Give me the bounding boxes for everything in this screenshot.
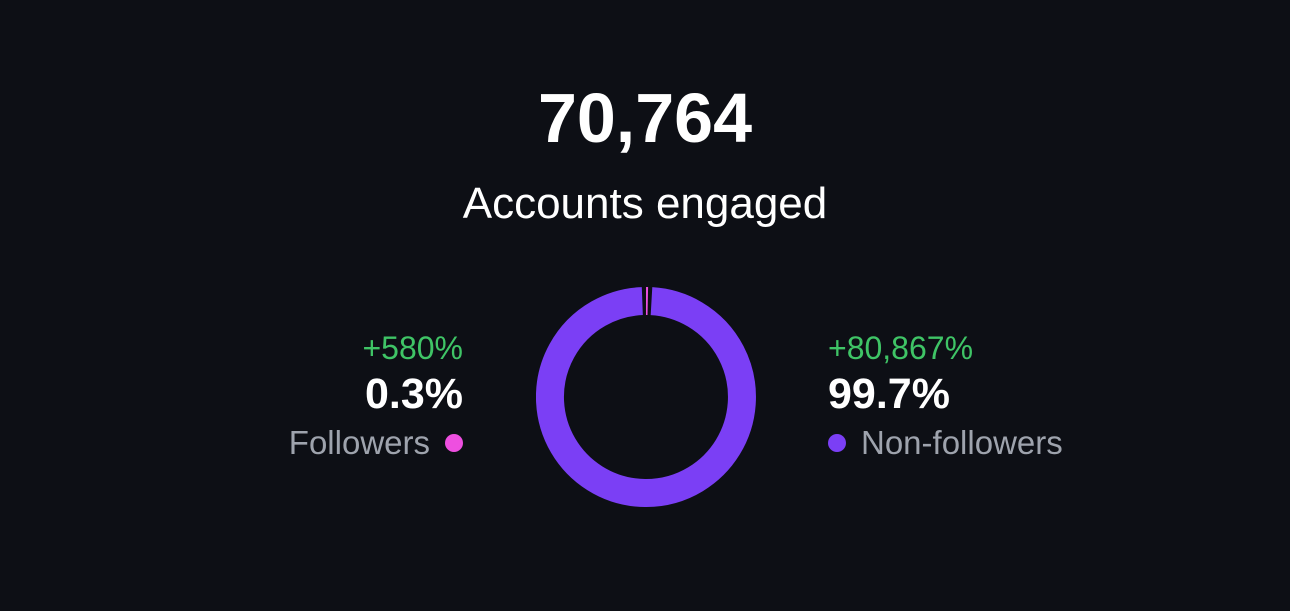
non-followers-percent: 99.7% — [828, 370, 950, 418]
accounts-engaged-label: Accounts engaged — [462, 179, 828, 228]
followers-change: +580% — [362, 330, 463, 366]
non-followers-stat: +80,867% 99.7% Non-followers — [828, 328, 1188, 464]
followers-legend: Followers — [103, 422, 463, 464]
followers-percent: 0.3% — [364, 370, 463, 418]
non-followers-legend: Non-followers — [828, 422, 1188, 464]
donut-segment-non-followers — [536, 287, 756, 507]
engagement-donut-chart — [536, 287, 756, 507]
followers-dot-icon — [445, 434, 463, 452]
followers-stat: +580% 0.3% Followers — [103, 328, 463, 464]
non-followers-legend-label: Non-followers — [861, 424, 1063, 461]
followers-legend-label: Followers — [288, 424, 430, 461]
non-followers-change: +80,867% — [828, 330, 974, 366]
accounts-engaged-count: 70,764 — [537, 79, 753, 157]
non-followers-dot-icon — [828, 434, 846, 452]
